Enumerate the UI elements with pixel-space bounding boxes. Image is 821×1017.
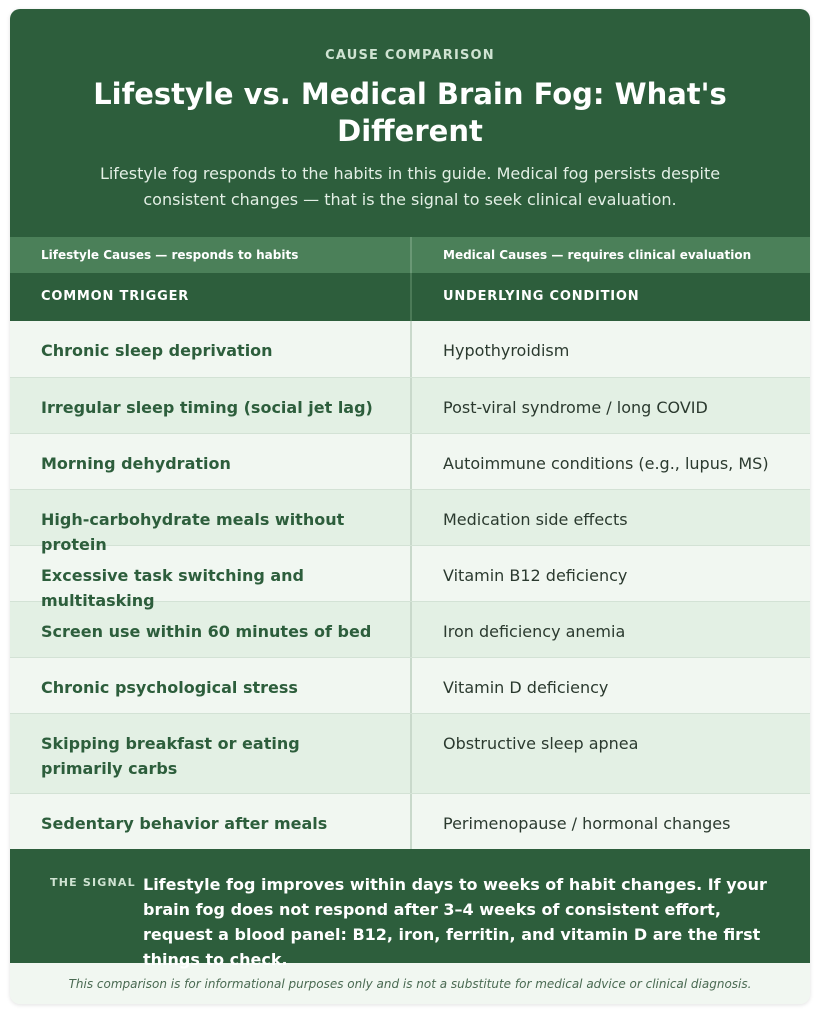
trigger-cell: Excessive task switching and multitaskin…: [41, 566, 304, 610]
condition-cell: Perimenopause / hormonal changes: [410, 794, 810, 849]
signal-label: THE SIGNAL: [50, 876, 136, 889]
card-header: CAUSE COMPARISON Lifestyle vs. Medical B…: [10, 9, 810, 237]
condition-cell: Iron deficiency anemia: [410, 602, 810, 657]
trigger-cell: High-carbohydrate meals without protein: [41, 510, 345, 554]
table-row: Skipping breakfast or eating primarily c…: [10, 713, 810, 793]
table-header: COMMON TRIGGER UNDERLYING CONDITION: [10, 273, 810, 321]
table-row: Excessive task switching and multitaskin…: [10, 545, 810, 610]
table-row: Sedentary behavior after meals Perimenop…: [10, 793, 810, 849]
table-row: High-carbohydrate meals without protein …: [10, 489, 810, 554]
trigger-cell: Chronic psychological stress: [41, 678, 298, 697]
group-lifestyle: Lifestyle Causes — responds to habits: [41, 248, 299, 262]
signal-callout: THE SIGNAL Lifestyle fog improves within…: [10, 849, 810, 969]
table-row: Chronic psychological stress Vitamin D d…: [10, 657, 810, 713]
condition-cell: Post-viral syndrome / long COVID: [410, 378, 810, 433]
column-header-condition: UNDERLYING CONDITION: [410, 273, 810, 321]
trigger-cell: Skipping breakfast or eating primarily c…: [41, 734, 300, 778]
condition-cell: Obstructive sleep apnea: [410, 714, 810, 793]
condition-cell: Hypothyroidism: [410, 321, 810, 377]
table-row: Screen use within 60 minutes of bed Iron…: [10, 601, 810, 657]
group-medical: Medical Causes — requires clinical evalu…: [410, 237, 810, 273]
condition-cell: Medication side effects: [410, 490, 810, 545]
trigger-cell: Morning dehydration: [41, 454, 231, 473]
trigger-cell: Sedentary behavior after meals: [41, 814, 328, 833]
table-row: Chronic sleep deprivation Hypothyroidism: [10, 321, 810, 377]
condition-cell: Vitamin D deficiency: [410, 658, 810, 713]
column-header-trigger: COMMON TRIGGER: [41, 289, 190, 304]
signal-text: Lifestyle fog improves within days to we…: [143, 875, 767, 969]
page-title: Lifestyle vs. Medical Brain Fog: What's …: [93, 77, 727, 148]
trigger-cell: Screen use within 60 minutes of bed: [41, 622, 372, 641]
condition-cell: Vitamin B12 deficiency: [410, 546, 810, 601]
page-subtitle: Lifestyle fog responds to the habits in …: [99, 164, 721, 209]
eyebrow-label: CAUSE COMPARISON: [325, 48, 495, 63]
condition-cell: Autoimmune conditions (e.g., lupus, MS): [410, 434, 810, 489]
table-row: Morning dehydration Autoimmune condition…: [10, 433, 810, 489]
table-row: Irregular sleep timing (social jet lag) …: [10, 377, 810, 433]
disclaimer-note: This comparison is for informational pur…: [10, 963, 810, 1004]
column-group-header: Lifestyle Causes — responds to habits Me…: [10, 237, 810, 273]
table-body: Chronic sleep deprivation Hypothyroidism…: [10, 321, 810, 849]
comparison-card: CAUSE COMPARISON Lifestyle vs. Medical B…: [10, 9, 810, 1004]
trigger-cell: Chronic sleep deprivation: [41, 341, 273, 360]
trigger-cell: Irregular sleep timing (social jet lag): [41, 398, 373, 417]
